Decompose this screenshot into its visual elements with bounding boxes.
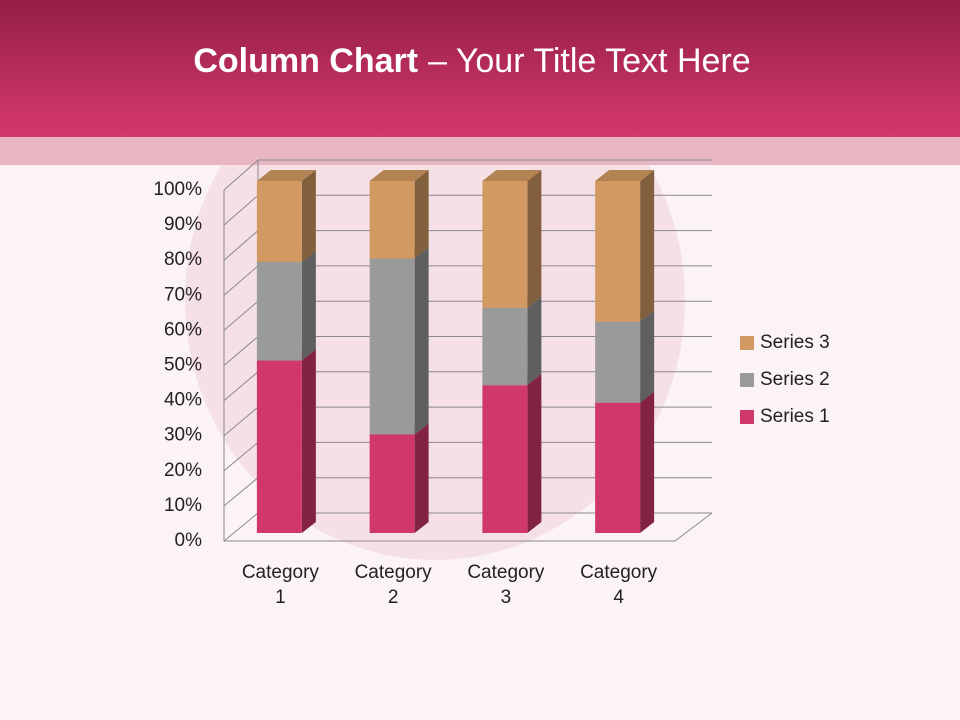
title-bold: Column Chart xyxy=(193,42,418,80)
bar-side xyxy=(640,310,655,403)
bar xyxy=(369,181,415,259)
floor-side xyxy=(674,512,713,542)
y-tick-label: 80% xyxy=(164,249,202,270)
legend-label: Series 3 xyxy=(760,332,830,353)
bar xyxy=(595,181,641,322)
legend-label: Series 1 xyxy=(760,406,830,427)
header-band xyxy=(0,0,960,137)
grid-line-side xyxy=(223,371,259,401)
grid-line-side xyxy=(223,194,259,226)
y-tick-label: 40% xyxy=(164,390,202,411)
grid-line-side xyxy=(223,336,259,366)
y-tick-label: 50% xyxy=(164,355,202,376)
bar-side xyxy=(414,247,429,435)
y-tick-label: 70% xyxy=(164,284,202,305)
bar-side xyxy=(640,170,655,322)
y-tick-label: 0% xyxy=(175,530,203,551)
bar xyxy=(595,321,641,403)
y-tick-label: 10% xyxy=(164,495,202,516)
bar xyxy=(256,261,302,361)
bar-side xyxy=(527,374,542,533)
bar-top xyxy=(482,170,542,181)
bar xyxy=(482,307,528,386)
grid-line-side xyxy=(223,230,259,261)
grid-line-side xyxy=(223,442,259,472)
bar xyxy=(482,385,528,533)
legend-swatch xyxy=(740,373,754,387)
x-tick-label: Category 3 xyxy=(467,562,545,608)
bar-top xyxy=(256,170,316,181)
bar-side xyxy=(301,349,316,533)
bar-top xyxy=(595,170,655,181)
bar xyxy=(369,434,415,533)
x-tick-label: Category 2 xyxy=(354,562,432,608)
grid-line-side xyxy=(223,477,259,507)
bar-side xyxy=(414,423,429,533)
title-rest: – Your Title Text Here xyxy=(428,42,751,80)
header-strip xyxy=(0,137,960,165)
slide-title: Column Chart – Your Title Text Here xyxy=(193,42,750,80)
bar-side xyxy=(527,296,542,386)
bar-side xyxy=(414,170,429,259)
x-tick-label: Category 4 xyxy=(580,562,658,608)
grid-line-side xyxy=(223,406,259,437)
x-tick-label: Category 1 xyxy=(241,562,319,608)
legend-swatch xyxy=(740,336,754,350)
bar xyxy=(595,402,641,533)
y-tick-label: 30% xyxy=(164,425,202,446)
grid-line-side xyxy=(223,300,259,331)
bar xyxy=(369,258,415,435)
bar xyxy=(482,181,528,308)
legend-swatch xyxy=(740,410,754,424)
bar-side xyxy=(301,170,316,262)
bar xyxy=(256,181,302,262)
y-tick-label: 20% xyxy=(164,460,202,481)
y-tick-label: 90% xyxy=(164,214,202,235)
y-tick-label: 60% xyxy=(164,319,202,340)
legend-label: Series 2 xyxy=(760,369,830,390)
bar-top xyxy=(369,170,429,181)
y-tick-label: 100% xyxy=(153,179,202,200)
grid-line-side xyxy=(223,512,259,542)
bar xyxy=(256,360,302,533)
bar-side xyxy=(527,170,542,308)
grid-line-side xyxy=(223,159,259,191)
grid-line-side xyxy=(223,265,259,296)
bar-side xyxy=(301,250,316,361)
bar-side xyxy=(640,391,655,533)
